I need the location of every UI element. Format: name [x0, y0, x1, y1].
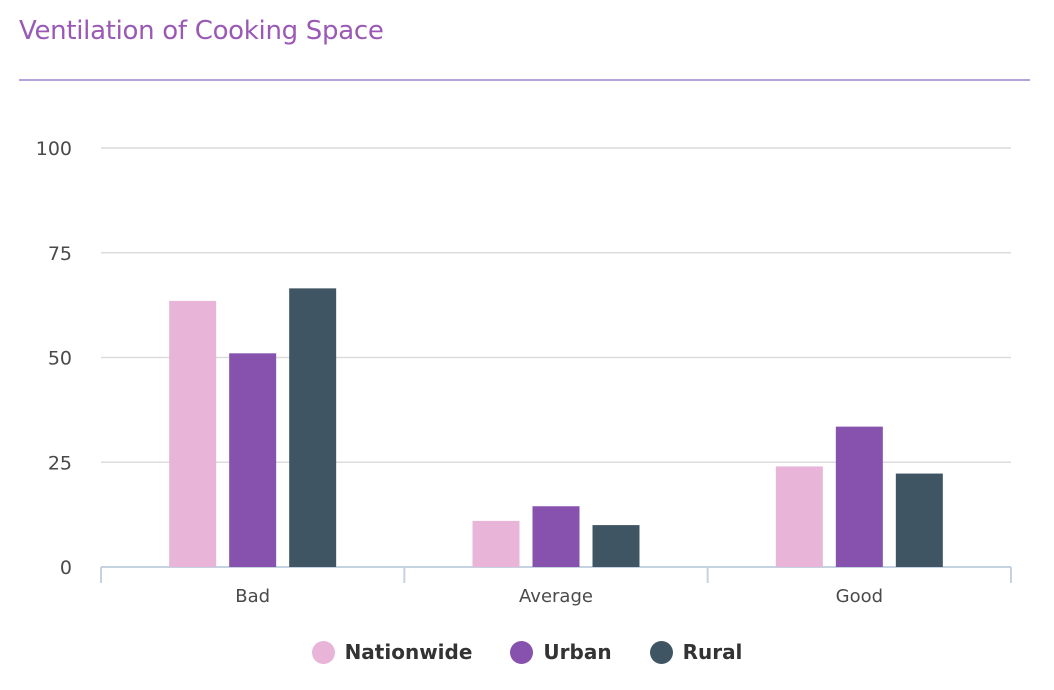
legend-item-nationwide[interactable]: Nationwide: [311, 640, 473, 664]
bar-chart: 0 25 50 75 100 Bad Average Good: [36, 138, 1012, 607]
y-tick-label: 0: [60, 557, 72, 579]
title-divider: [19, 79, 1030, 81]
legend-label: Rural: [682, 640, 743, 664]
chart-title: Ventilation of Cooking Space: [19, 16, 384, 46]
bar-rural-average: [592, 525, 640, 567]
y-tick-label: 25: [48, 452, 72, 474]
x-category-label: Good: [836, 586, 883, 607]
y-tick-label: 75: [48, 243, 72, 265]
y-tick-label: 100: [36, 138, 72, 160]
x-category-label: Average: [519, 586, 593, 607]
chart-legend: Nationwide Urban Rural: [0, 632, 1054, 672]
legend-label: Nationwide: [344, 640, 473, 664]
legend-item-rural[interactable]: Rural: [649, 640, 743, 664]
legend-swatch: [311, 640, 335, 664]
bar-nationwide-good: [775, 466, 823, 567]
bar-urban-average: [532, 506, 580, 567]
legend-label: Urban: [543, 640, 612, 664]
bar-urban-bad: [229, 353, 277, 567]
bar-urban-good: [835, 426, 883, 567]
legend-item-urban[interactable]: Urban: [510, 640, 612, 664]
bar-nationwide-average: [472, 520, 520, 567]
y-tick-label: 50: [48, 348, 72, 370]
legend-swatch: [649, 640, 673, 664]
bar-nationwide-bad: [169, 300, 217, 567]
bar-rural-bad: [289, 288, 337, 567]
x-category-label: Bad: [235, 586, 270, 607]
bar-rural-good: [895, 473, 943, 567]
legend-swatch: [510, 640, 534, 664]
